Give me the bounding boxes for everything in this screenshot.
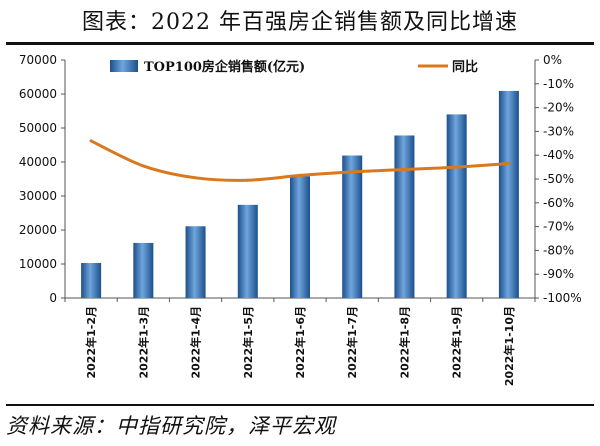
bar [81, 262, 102, 298]
bar [290, 176, 310, 298]
left-tick-label: 20000 [19, 223, 57, 237]
bar [342, 155, 363, 298]
left-tick-label: 30000 [19, 189, 57, 203]
right-tick-label: -50% [543, 172, 574, 186]
chart-legend: TOP100房企销售额(亿元) 同比 [110, 59, 478, 75]
right-tick-label: 0% [543, 53, 562, 67]
x-category-label: 2022年1-8月 [397, 306, 411, 379]
yoy-point [194, 176, 198, 180]
left-tick-label: 0 [49, 291, 57, 305]
x-category-label: 2022年1-7月 [345, 306, 359, 379]
line-series [89, 139, 511, 182]
bar [394, 135, 415, 298]
yoy-point [402, 167, 406, 171]
left-tick-label: 10000 [19, 257, 57, 271]
title-rule [6, 42, 594, 45]
bar [133, 242, 154, 298]
yoy-point [350, 170, 354, 174]
right-tick-label: -70% [543, 220, 574, 234]
yoy-point [246, 178, 250, 182]
right-tick-label: -60% [543, 196, 574, 210]
x-category-label: 2022年1-6月 [293, 306, 307, 379]
legend-bar-swatch [110, 60, 138, 72]
x-category-label: 2022年1-5月 [241, 306, 255, 379]
bar-series [81, 90, 519, 299]
right-tick-label: -100% [543, 291, 582, 305]
x-axis-labels: 2022年1-2月 2022年1-3月 2022年1-4月 2022年1-5月 2022… [84, 306, 516, 386]
left-tick-label: 50000 [19, 121, 57, 135]
x-category-label: 2022年1-4月 [189, 306, 203, 379]
right-tick-label: -40% [543, 148, 574, 162]
source-rule [6, 404, 594, 406]
left-tick-label: 60000 [19, 87, 57, 101]
source-note: 资料来源：中指研究院，泽平宏观 [6, 414, 336, 438]
legend-line-label: 同比 [452, 59, 478, 75]
left-tick-label: 70000 [19, 53, 57, 67]
right-tick-label: -20% [543, 101, 574, 115]
bar [498, 90, 519, 298]
bar [446, 114, 467, 299]
yoy-point [507, 162, 511, 166]
right-tick-label: -90% [543, 267, 574, 281]
x-category-label: 2022年1-2月 [84, 306, 98, 379]
yoy-point [298, 173, 302, 177]
right-tick-label: -10% [543, 77, 574, 91]
chart-title: 图表：2022 年百强房企销售额及同比增速 [82, 10, 518, 35]
left-tick-label: 40000 [19, 155, 57, 169]
legend-bar-label: TOP100房企销售额(亿元) [144, 59, 305, 75]
x-category-label: 2022年1-9月 [450, 306, 464, 379]
yoy-point [455, 165, 459, 169]
left-axis-ticks: 0 10000 20000 30000 40000 50000 60000 70000 [19, 53, 65, 305]
right-tick-label: -80% [543, 243, 574, 257]
yoy-point [89, 139, 93, 143]
bar [237, 204, 258, 298]
right-tick-label: -30% [543, 124, 574, 138]
x-category-label: 2022年1-3月 [136, 306, 150, 379]
yoy-point [141, 164, 145, 168]
x-category-label: 2022年1-10月 [502, 306, 516, 386]
bar [185, 226, 206, 298]
right-axis-ticks: 0% -10% -20% -30% -40% -50% -60% -70% -80% -90% -1… [535, 53, 582, 305]
